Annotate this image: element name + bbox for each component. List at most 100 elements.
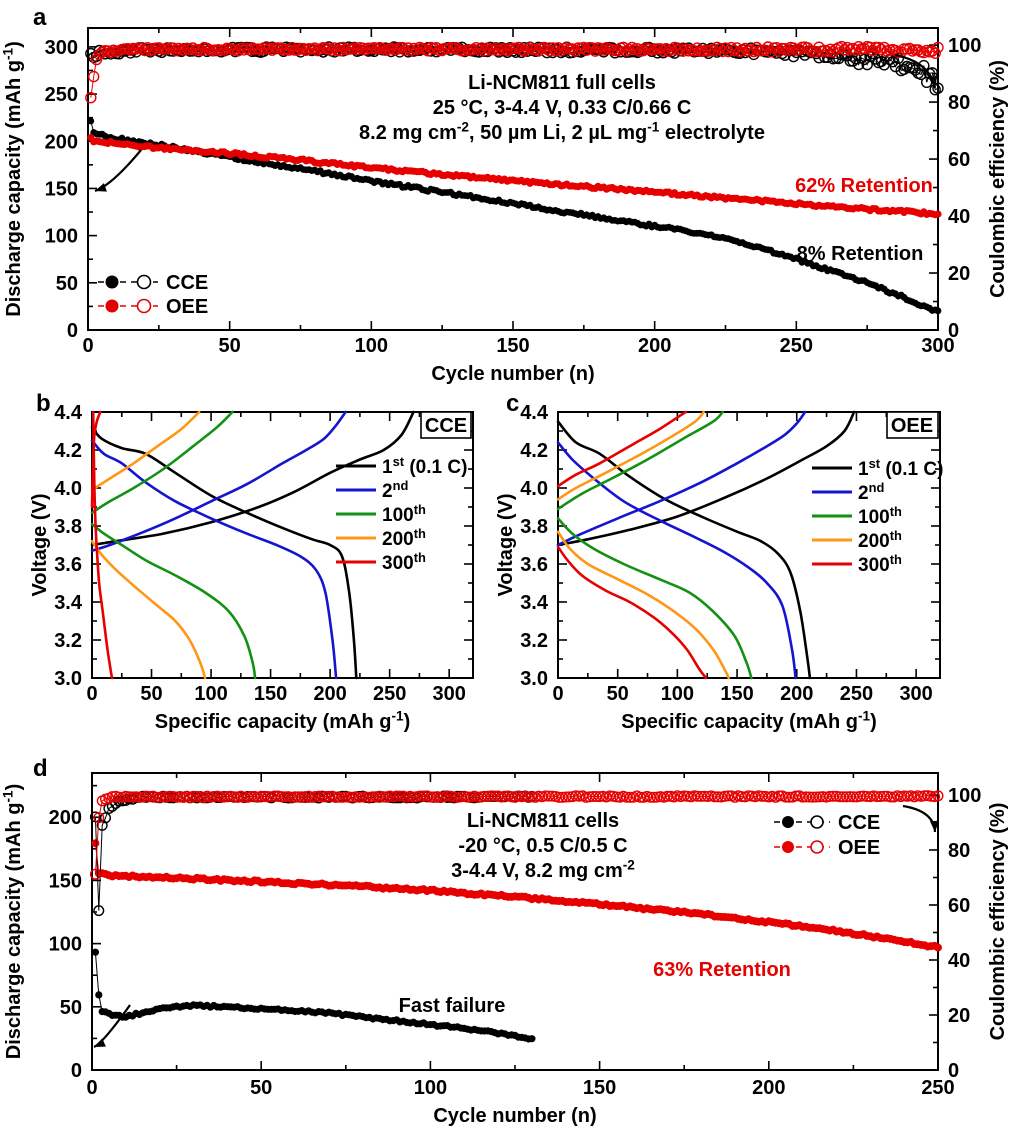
data-point xyxy=(187,790,199,802)
data-point xyxy=(289,44,301,56)
data-point xyxy=(838,44,851,56)
series-cycle-100 xyxy=(556,410,753,680)
x-tick-label: 150 xyxy=(583,1077,616,1099)
legend-open-marker xyxy=(136,298,152,314)
data-point xyxy=(821,51,834,63)
data-point xyxy=(479,45,491,57)
legend-filled-marker xyxy=(782,841,794,853)
legend-label: 100th xyxy=(858,504,902,528)
label-box xyxy=(420,411,472,439)
x-tick-label: 250 xyxy=(780,335,813,357)
data-point xyxy=(303,43,315,55)
x-tick-label: 100 xyxy=(661,683,694,705)
data-point xyxy=(87,117,95,125)
y2-axis-title: Coulombic efficiency (%) xyxy=(987,803,1009,1041)
series-cycle-300 xyxy=(556,410,708,680)
y-axis-title: Discharge capacity (mAh g-1) xyxy=(0,784,25,1060)
data-point xyxy=(266,44,278,56)
y-tick-label: 50 xyxy=(60,997,82,1019)
y2-tick-label: 80 xyxy=(948,840,970,862)
annotation-boxed_text-0: CCE xyxy=(420,411,472,439)
annotation-text-3: Fast failure xyxy=(399,995,506,1017)
data-point xyxy=(719,42,732,54)
x-tick-label: 250 xyxy=(840,683,873,705)
data-point xyxy=(731,42,743,54)
cycle-100-discharge xyxy=(556,517,753,680)
annotation-text: 8.2 mg cm-2, 50 µm Li, 2 µL mg-1 electro… xyxy=(359,119,765,144)
x-tick-label: 250 xyxy=(921,1077,954,1099)
data-point xyxy=(651,43,664,55)
data-point xyxy=(263,42,275,54)
legend-filled-marker xyxy=(105,299,119,313)
data-point xyxy=(110,798,122,810)
x-tick-label: 0 xyxy=(552,683,563,705)
legend-open-marker xyxy=(810,840,824,854)
series-cycle-100 xyxy=(90,410,257,680)
data-point xyxy=(566,43,579,55)
annotation-boxed_text-0: OEE xyxy=(886,411,939,439)
legend-filled-marker xyxy=(782,816,794,828)
data-point xyxy=(892,52,904,64)
data-point xyxy=(337,41,349,54)
y-tick-label: 3.2 xyxy=(520,630,548,652)
series-capacity-oee xyxy=(87,134,942,219)
axes: 0 50 100 150 200 250 300 3.0 3.2 3.4 3.6 3.8 4.0 4.2 4… xyxy=(54,402,473,705)
legend-label: 1st (0.1 C) xyxy=(858,456,943,480)
data-point xyxy=(402,42,414,54)
y-axis-title: Discharge capacity (mAh g-1) xyxy=(0,41,25,317)
data-point xyxy=(708,44,720,57)
legend-label: OEE xyxy=(838,837,880,859)
series-capacity-cce xyxy=(91,948,536,1043)
data-point xyxy=(867,44,879,57)
data-point xyxy=(275,42,287,54)
annotation-arrow-6 xyxy=(902,804,939,833)
panel-d: 0 50 100 150 200 250050100150200020406080100C… xyxy=(0,772,1009,1127)
cycle-100-charge xyxy=(90,410,234,514)
data-point xyxy=(218,44,230,56)
y-tick-label: 200 xyxy=(49,807,82,829)
annotation-text: 3-4.4 V, 8.2 mg cm-2 xyxy=(451,857,635,882)
y-axis-title: Voltage (V) xyxy=(29,494,51,597)
series-cycle-2 xyxy=(556,410,807,680)
data-point xyxy=(215,44,227,56)
legend-label: 300th xyxy=(858,552,902,576)
data-point xyxy=(93,905,105,917)
legend-label: 100th xyxy=(382,502,426,526)
legend-label: 2nd xyxy=(858,480,884,504)
data-point xyxy=(167,42,179,54)
data-point xyxy=(780,791,792,803)
data-point xyxy=(399,44,411,56)
annotation-text: Li-NCM811 full cells xyxy=(468,72,656,94)
data-point xyxy=(328,42,341,54)
cycle-200-charge xyxy=(90,410,201,492)
data-point xyxy=(518,45,530,57)
cycle-200-discharge xyxy=(556,530,730,680)
cycle-300-discharge xyxy=(91,410,114,680)
panel-b: 0 50 100 150 200 250 300 3.0 3.2 3.4 3.6 3.8 4.0 4.2 4… xyxy=(29,402,474,733)
data-point xyxy=(441,790,453,802)
axes: 0 50 100 150 200 250 3000501001502002503000204… xyxy=(45,28,981,357)
data-point xyxy=(91,948,99,956)
y2-axis-title: Coulombic efficiency (%) xyxy=(987,60,1009,298)
data-point xyxy=(759,44,771,56)
cycle-2-discharge xyxy=(556,441,797,680)
y-tick-label: 3.2 xyxy=(54,630,82,652)
data-point xyxy=(581,44,593,56)
y-tick-label: 4.2 xyxy=(520,440,548,462)
y2-tick-label: 0 xyxy=(948,1060,959,1082)
annotation-text-1: -20 °C, 0.5 C/0.5 C xyxy=(458,835,627,857)
series-ce-oee xyxy=(85,40,944,104)
annotation-text: -20 °C, 0.5 C/0.5 C xyxy=(458,835,627,857)
y2-tick-label: 100 xyxy=(948,785,981,807)
data-point xyxy=(552,42,564,54)
data-point xyxy=(929,47,941,59)
data-point xyxy=(140,790,152,802)
cycle-2-discharge xyxy=(90,439,338,680)
data-point xyxy=(269,42,281,54)
y-tick-label: 3.6 xyxy=(520,554,548,576)
data-point xyxy=(598,44,610,56)
data-point xyxy=(89,868,101,880)
